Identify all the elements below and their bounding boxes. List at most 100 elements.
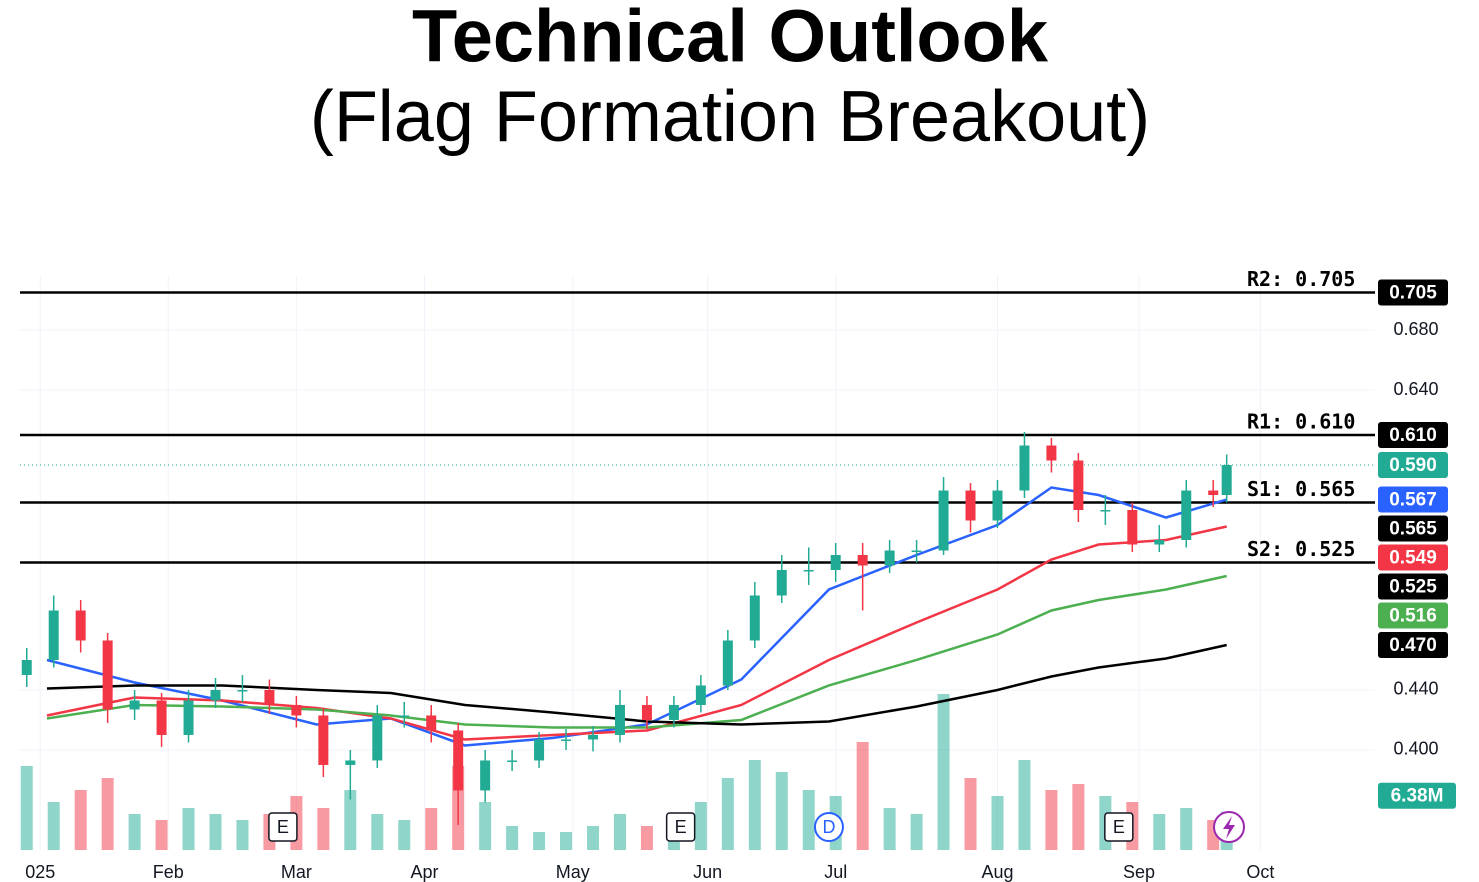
price-tag-label: 0.705 — [1389, 283, 1437, 304]
candle-body — [48, 610, 59, 660]
volume-bar — [802, 790, 815, 850]
event-marker — [1104, 812, 1134, 842]
candle-body — [830, 555, 841, 570]
price-tag — [1378, 631, 1448, 658]
price-tag-label: 0.470 — [1389, 635, 1437, 656]
chart-subtitle: (Flag Formation Breakout) — [310, 77, 1150, 157]
x-tick-label: Mar — [281, 862, 312, 882]
volume-bar — [775, 772, 788, 850]
volume-bar — [20, 766, 33, 850]
level-label: S2: 0.525 — [1247, 537, 1355, 561]
price-tag-label: 0.549 — [1389, 548, 1437, 569]
volume-bar — [317, 808, 330, 850]
event-marker — [813, 812, 844, 842]
x-tick-label: Feb — [153, 862, 184, 882]
event-label: E — [277, 817, 289, 837]
candle-body — [1127, 510, 1138, 545]
level-label: S1: 0.565 — [1247, 477, 1355, 501]
x-tick-label: Aug — [981, 862, 1013, 882]
candle-body — [614, 704, 625, 735]
price-tag-label: 0.565 — [1389, 519, 1437, 540]
candle-body — [372, 715, 383, 761]
volume-tag — [1378, 782, 1456, 809]
candle-body — [75, 610, 86, 641]
x-tick-label: Sep — [1123, 862, 1155, 882]
chart-title: Technical Outlook — [412, 0, 1049, 78]
candle-body — [884, 550, 895, 566]
volume-bar — [937, 694, 950, 850]
volume-bar — [128, 814, 141, 850]
candle-body — [21, 659, 32, 675]
volume-bar — [425, 808, 438, 850]
candle-body — [1154, 540, 1165, 545]
volume-bar — [182, 808, 195, 850]
volume-bar — [47, 802, 60, 850]
volume-bar — [479, 802, 492, 850]
event-label: E — [1113, 817, 1125, 837]
candle-body — [399, 715, 410, 717]
candle-body — [938, 490, 949, 551]
candle-body — [480, 760, 491, 791]
event-marker — [268, 812, 298, 842]
candle-body — [965, 490, 976, 521]
candle-body — [1181, 490, 1192, 541]
volume-bar — [506, 826, 519, 850]
x-tick-label: Oct — [1246, 862, 1274, 882]
candle-body — [776, 569, 787, 596]
volume-bar — [640, 826, 653, 850]
candle-body — [1221, 465, 1232, 496]
volume-bar — [1045, 790, 1058, 850]
event-label: E — [675, 817, 687, 837]
volume-bar — [587, 826, 600, 850]
candle-body — [588, 734, 599, 740]
candle-body — [129, 700, 140, 710]
volume-bar — [371, 814, 384, 850]
candle-body — [1073, 460, 1084, 511]
candle-body — [1046, 445, 1057, 461]
event-marker — [665, 812, 696, 842]
y-tick-label: 0.440 — [1393, 679, 1438, 699]
volume-bar — [101, 778, 114, 850]
candle-body — [749, 595, 760, 641]
volume-bar — [74, 790, 87, 850]
candle-body — [237, 689, 248, 692]
volume-bar — [910, 814, 923, 850]
volume-bar — [398, 820, 411, 850]
candle-body — [911, 550, 922, 553]
volume-tag-label: 6.38M — [1391, 786, 1444, 807]
price-tag-label: 0.525 — [1389, 577, 1437, 598]
price-tag-label: 0.610 — [1389, 425, 1437, 446]
candle-body — [156, 700, 167, 735]
price-tag — [1378, 573, 1448, 600]
volume-bar — [856, 742, 869, 850]
candle-body — [426, 715, 437, 731]
volume-bar — [533, 832, 546, 850]
price-tag — [1378, 279, 1448, 306]
price-tag-label: 0.590 — [1389, 455, 1437, 476]
candle-body — [453, 730, 464, 791]
candle-body — [318, 715, 329, 765]
volume-bar — [991, 796, 1004, 850]
volume-bar — [209, 814, 222, 850]
x-tick-label: May — [556, 862, 590, 882]
volume-bar — [883, 808, 896, 850]
candle-body — [695, 685, 706, 705]
volume-bar — [1180, 808, 1193, 850]
candle-body — [722, 640, 733, 686]
candle-body — [507, 760, 518, 762]
candle-body — [561, 739, 572, 741]
candle-body — [1100, 510, 1111, 512]
level-label: R1: 0.610 — [1247, 410, 1355, 434]
y-tick-label: 0.680 — [1393, 319, 1438, 339]
volume-bar — [155, 820, 168, 850]
candle-body — [102, 640, 113, 710]
price-tag — [1378, 515, 1448, 542]
candle-body — [992, 490, 1003, 521]
candle-body — [210, 689, 221, 701]
ma-line — [46, 643, 1227, 726]
volume-bar — [236, 820, 249, 850]
event-label: D — [822, 817, 835, 837]
volume-bar — [1072, 784, 1085, 850]
level-label: R2: 0.705 — [1247, 267, 1355, 291]
